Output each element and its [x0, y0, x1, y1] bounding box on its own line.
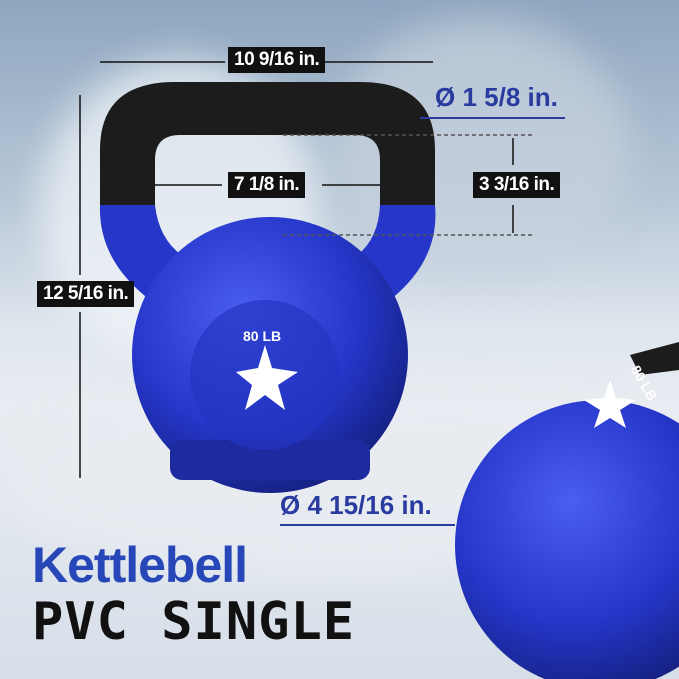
kettlebell-base — [170, 440, 370, 480]
handle-inner-height-label: 3 3/16 in. — [473, 172, 561, 198]
overall-height-label: 12 5/16 in. — [37, 281, 135, 307]
weight-label: 80 LB — [243, 328, 282, 344]
star-logo — [584, 380, 636, 428]
kettlebell-handle — [100, 82, 435, 205]
second-kettlebell-body — [455, 400, 679, 679]
product-title: Kettlebell — [32, 537, 248, 593]
handle-diameter-label: Ø 1 5/8 in. — [435, 82, 558, 112]
overall-width-label: 10 9/16 in. — [228, 47, 326, 73]
base-diameter-label: Ø 4 15/16 in. — [280, 490, 432, 520]
star-logo — [236, 345, 298, 410]
handle-inner-width-label: 7 1/8 in. — [228, 172, 306, 198]
product-subtitle: PVC SINGLE — [32, 592, 356, 652]
